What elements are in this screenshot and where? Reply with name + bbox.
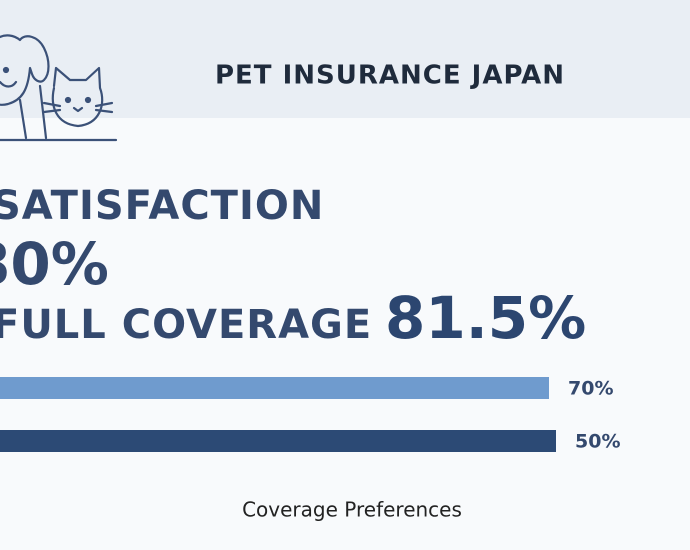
bar-label: 50% <box>575 431 620 453</box>
title: PET INSURANCE JAPAN <box>215 61 565 91</box>
bar-label: 70% <box>568 378 613 400</box>
bar <box>0 377 549 399</box>
bar <box>0 430 556 452</box>
caption: Coverage Preferences <box>242 498 462 522</box>
header-band <box>0 0 690 118</box>
stat-label: FULL COVERAGE <box>0 302 372 348</box>
stat-value: 81.5% <box>385 284 586 352</box>
pet-icon <box>0 34 118 142</box>
stat-label: SATISFACTION <box>0 183 324 229</box>
stat-value: 80% <box>0 230 109 298</box>
